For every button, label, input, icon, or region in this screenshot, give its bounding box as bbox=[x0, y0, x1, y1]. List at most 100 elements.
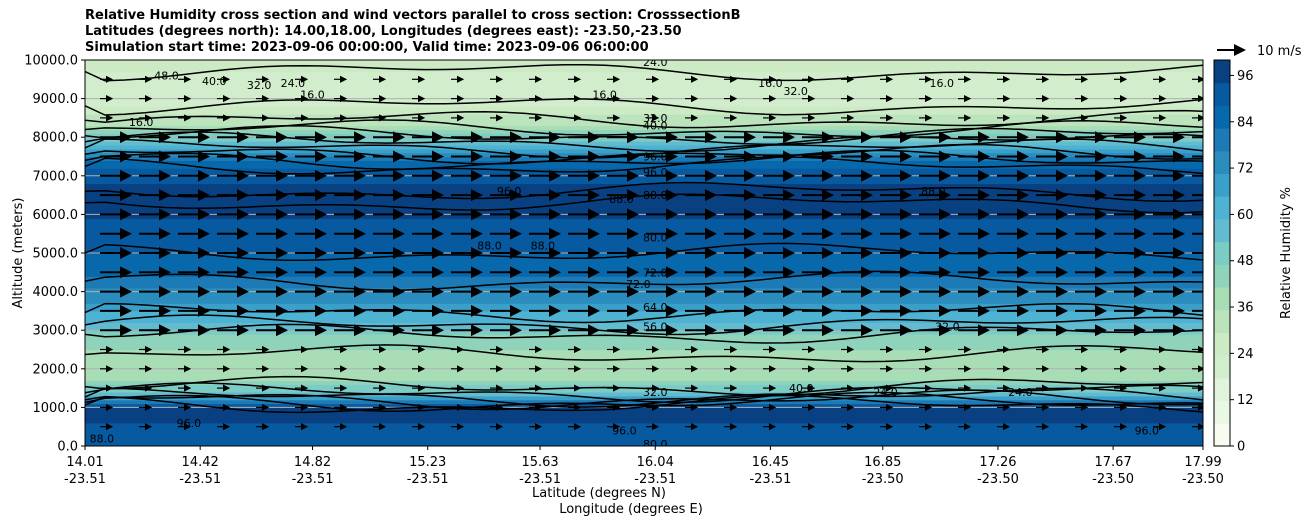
contour-label: 48.0 bbox=[154, 69, 179, 82]
y-tick-label: 6000.0 bbox=[33, 208, 79, 223]
humidity-band bbox=[85, 438, 1203, 443]
contour-label: 80.0 bbox=[643, 232, 668, 245]
humidity-band bbox=[85, 214, 1203, 219]
x-tick-label-lon: -23.50 bbox=[977, 472, 1019, 487]
contour-label: 64.0 bbox=[643, 301, 668, 314]
contour-label: 32.0 bbox=[935, 320, 960, 333]
humidity-band bbox=[85, 303, 1203, 308]
contour-line bbox=[85, 375, 1203, 396]
colorbar-swatch bbox=[1214, 423, 1230, 447]
humidity-band bbox=[85, 63, 1203, 69]
humidity-band bbox=[85, 260, 1203, 266]
humidity-band bbox=[85, 133, 1203, 138]
colorbar-swatch bbox=[1214, 82, 1230, 106]
contour-label: 96.0 bbox=[1135, 425, 1160, 438]
humidity-band bbox=[85, 256, 1203, 262]
x-tick-label-lat: 17.67 bbox=[1095, 455, 1132, 470]
contour-label: 16.0 bbox=[129, 116, 154, 129]
contour-label: 96.0 bbox=[177, 417, 202, 430]
chart-title: Relative Humidity cross section and wind… bbox=[85, 8, 741, 56]
humidity-band bbox=[85, 206, 1203, 212]
y-tick-label: 7000.0 bbox=[33, 169, 79, 184]
colorbar: 0 12 24 36 48 60 72 84 96 bbox=[1213, 59, 1254, 455]
colorbar-swatch bbox=[1214, 377, 1230, 402]
colorbar-swatch bbox=[1214, 150, 1230, 175]
y-tick-label: 3000.0 bbox=[33, 324, 79, 339]
contour-line bbox=[85, 124, 1203, 146]
humidity-band bbox=[85, 75, 1203, 80]
humidity-band bbox=[85, 191, 1203, 196]
humidity-band bbox=[85, 202, 1203, 208]
humidity-band bbox=[85, 168, 1203, 173]
humidity-band bbox=[85, 287, 1203, 293]
colorbar-label: Relative Humidity % bbox=[1279, 187, 1294, 319]
humidity-band bbox=[85, 117, 1203, 123]
y-tick-label: 2000.0 bbox=[33, 362, 79, 377]
contour-label: 24.0 bbox=[873, 386, 898, 399]
humidity-band bbox=[85, 237, 1203, 243]
y-tick-label: 4000.0 bbox=[33, 285, 79, 300]
contour-line bbox=[85, 394, 1203, 414]
colorbar-swatch bbox=[1214, 400, 1230, 424]
colorbar-swatch bbox=[1214, 196, 1230, 220]
x-tick-label-lon: -23.51 bbox=[64, 472, 106, 487]
contour-line bbox=[85, 389, 1203, 411]
colorbar-frame bbox=[1213, 59, 1231, 447]
humidity-band bbox=[85, 411, 1203, 416]
contour-label: 16.0 bbox=[592, 89, 617, 102]
y-tick-label: 1000.0 bbox=[33, 401, 79, 416]
humidity-band bbox=[85, 121, 1203, 127]
contour-label: 56.0 bbox=[643, 320, 668, 333]
humidity-band bbox=[85, 249, 1203, 254]
colorbar-tick-label: 36 bbox=[1237, 301, 1254, 316]
humidity-band bbox=[85, 361, 1203, 366]
contour-line bbox=[85, 382, 1203, 404]
x-tick-label-lat: 17.99 bbox=[1184, 455, 1221, 470]
humidity-band bbox=[85, 341, 1203, 347]
y-tick-label: 8000.0 bbox=[33, 131, 79, 146]
humidity-band bbox=[85, 98, 1203, 104]
humidity-band bbox=[85, 418, 1203, 424]
humidity-band bbox=[85, 245, 1203, 250]
humidity-band bbox=[85, 67, 1203, 73]
humidity-band bbox=[85, 171, 1203, 177]
humidity-band bbox=[85, 94, 1203, 100]
humidity-band bbox=[85, 291, 1203, 297]
contour-label: 88.0 bbox=[477, 239, 502, 252]
x-tick-label-lat: 16.04 bbox=[637, 455, 674, 470]
x-tick-label-lat: 15.63 bbox=[521, 455, 558, 470]
humidity-band bbox=[85, 129, 1203, 134]
contour-label: 88.0 bbox=[609, 193, 634, 206]
humidity-band bbox=[85, 141, 1203, 146]
x-axis: 14.01 -23.51 14.42 -23.51 14.82 -23.51 15.23 -2… bbox=[64, 446, 1224, 487]
humidity-band bbox=[85, 106, 1203, 111]
humidity-band bbox=[85, 407, 1203, 412]
humidity-band bbox=[85, 388, 1203, 393]
humidity-band bbox=[85, 442, 1203, 446]
colorbar-swatch bbox=[1214, 173, 1230, 197]
contour-label: 88.0 bbox=[643, 189, 668, 202]
contour-label: 40.0 bbox=[202, 75, 227, 88]
contour-line bbox=[85, 314, 1203, 336]
contour-label: 88.0 bbox=[921, 185, 946, 198]
humidity-band bbox=[85, 144, 1203, 150]
x-tick-label-lon: -23.51 bbox=[179, 472, 221, 487]
colorbar-swatch bbox=[1214, 309, 1230, 333]
contour-label: 80.0 bbox=[643, 438, 668, 451]
colorbar-tick-label: 48 bbox=[1237, 254, 1254, 269]
contour-label: 96.0 bbox=[497, 185, 522, 198]
humidity-band bbox=[85, 307, 1203, 312]
colorbar-swatch bbox=[1214, 264, 1230, 288]
colorbar-tick-label: 96 bbox=[1237, 69, 1254, 84]
humidity-band bbox=[85, 195, 1203, 200]
y-tick-label: 10000.0 bbox=[24, 54, 78, 69]
humidity-band bbox=[85, 71, 1203, 77]
contour-label: 24.0 bbox=[643, 56, 668, 69]
x-tick-label-lon: -23.50 bbox=[1092, 472, 1134, 487]
humidity-band bbox=[85, 353, 1203, 358]
x-tick-label-lat: 14.01 bbox=[66, 455, 103, 470]
contour-line bbox=[85, 391, 1203, 412]
contour-label: 32.0 bbox=[643, 386, 668, 399]
x-tick-label-lat: 17.26 bbox=[979, 455, 1016, 470]
